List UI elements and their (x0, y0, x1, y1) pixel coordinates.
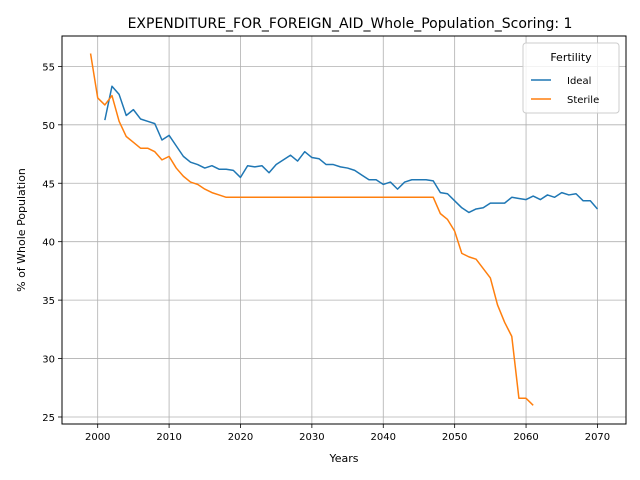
x-tick-label: 2060 (513, 432, 538, 443)
y-tick-label: 55 (42, 62, 55, 73)
x-axis-label: Years (328, 452, 358, 465)
series-line-sterile (89, 53, 534, 406)
x-tick-label: 2050 (442, 432, 467, 443)
series-line-ideal (104, 85, 599, 214)
plot-frame (61, 35, 627, 425)
x-tick-label: 2020 (228, 432, 253, 443)
y-tick-label: 40 (42, 238, 55, 249)
legend: Fertility Ideal Sterile (522, 42, 620, 114)
legend-title: Fertility (550, 51, 592, 64)
legend-box (522, 42, 620, 114)
x-tick-label: 2040 (371, 432, 396, 443)
x-axis-ticks: 2000 2010 2020 2030 2040 2050 2060 2070 (85, 424, 610, 443)
y-tick-label: 35 (42, 296, 55, 307)
chart-title: EXPENDITURE_FOR_FOREIGN_AID_Whole_Popula… (128, 16, 573, 32)
y-tick-label: 30 (42, 355, 55, 366)
y-tick-label: 25 (42, 413, 55, 424)
y-axis-label: % of Whole Population (15, 168, 28, 292)
x-tick-label: 2000 (85, 432, 110, 443)
series-lines (89, 53, 599, 406)
legend-label-sterile: Sterile (567, 95, 599, 106)
y-axis-ticks: 25 30 35 40 45 50 55 (42, 62, 62, 424)
legend-label-ideal: Ideal (567, 76, 591, 87)
x-tick-label: 2030 (299, 432, 324, 443)
y-tick-label: 50 (42, 121, 55, 132)
x-tick-label: 2070 (585, 432, 610, 443)
y-tick-label: 45 (42, 179, 55, 190)
x-tick-label: 2010 (156, 432, 181, 443)
